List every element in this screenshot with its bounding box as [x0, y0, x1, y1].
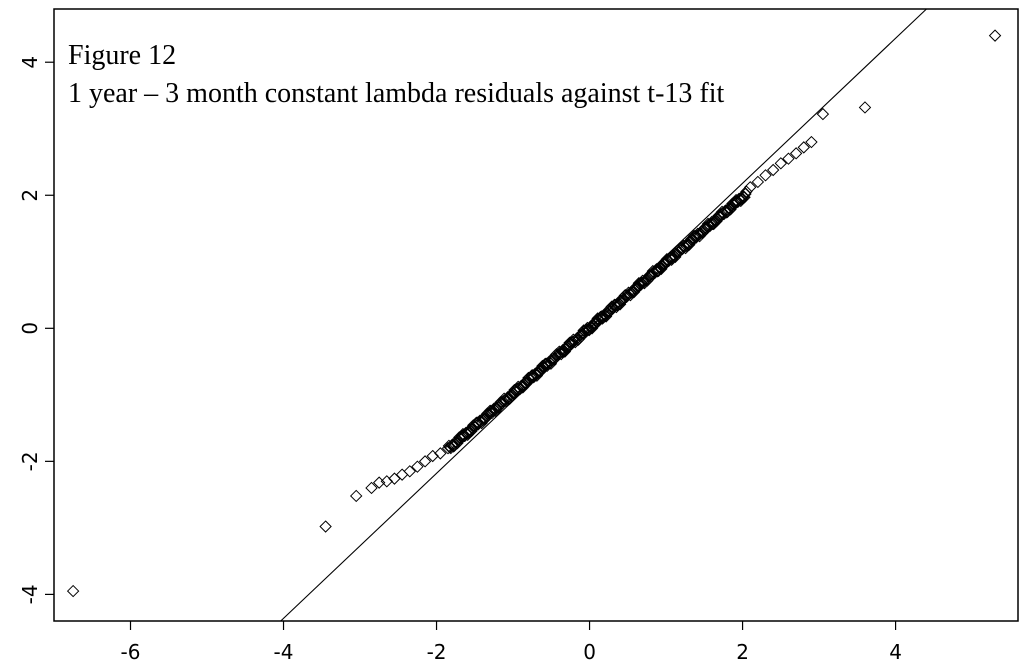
data-point: [858, 101, 872, 114]
plot-frame: [53, 8, 1019, 622]
data-point: [782, 152, 795, 165]
x-axis: -6 -4 -2 0 2 4: [121, 621, 902, 664]
data-point: [635, 276, 648, 290]
data-point: [434, 447, 447, 460]
data-point: [759, 169, 772, 182]
y-tick-label: 0: [18, 322, 42, 335]
y-axis: -4 -2 0 2 4: [18, 56, 54, 604]
data-point: [602, 305, 616, 318]
data-point: [535, 361, 548, 375]
data-point: [582, 323, 595, 337]
data-point: [682, 238, 695, 251]
data-point: [395, 468, 409, 481]
data-point: [587, 316, 601, 330]
data-point: [774, 157, 788, 170]
chart-subtitle: 1 year – 3 month constant lambda residua…: [68, 78, 725, 109]
x-tick-label: 4: [889, 640, 902, 664]
data-point: [740, 185, 753, 198]
x-tick-label: -2: [427, 640, 447, 664]
data-point: [609, 298, 622, 312]
y-tick-label: -2: [18, 451, 42, 471]
data-point: [403, 465, 416, 478]
data-point: [988, 29, 1002, 42]
x-tick-label: 2: [736, 640, 749, 664]
x-tick-label: -4: [274, 640, 294, 664]
y-tick-label: 2: [18, 189, 42, 202]
points-layer: [66, 29, 1002, 598]
data-point: [518, 376, 531, 389]
data-point: [372, 476, 386, 489]
data-point: [319, 520, 332, 533]
data-point: [751, 175, 765, 189]
y-tick-label: 4: [18, 56, 42, 69]
data-point: [722, 202, 735, 215]
x-tick-label: 0: [583, 640, 596, 664]
data-point: [66, 584, 80, 598]
data-point: [511, 382, 524, 395]
data-point: [706, 217, 719, 231]
data-point: [570, 331, 584, 345]
x-tick-label: -6: [121, 640, 141, 664]
data-point: [816, 107, 830, 121]
data-point: [349, 489, 363, 503]
data-point: [418, 455, 432, 468]
data-point: [697, 225, 710, 239]
data-point: [365, 481, 378, 495]
data-point: [805, 135, 818, 149]
data-point: [659, 254, 673, 268]
data-point: [572, 332, 586, 346]
data-point: [411, 460, 424, 473]
data-point: [540, 357, 553, 370]
data-point: [641, 273, 655, 286]
chart-title: Figure 12: [68, 40, 176, 71]
y-tick-label: -4: [18, 584, 42, 604]
data-point: [557, 345, 571, 358]
data-point: [797, 141, 810, 154]
data-point: [766, 163, 780, 177]
data-point: [485, 406, 499, 420]
data-point: [789, 147, 803, 160]
data-point: [664, 251, 677, 264]
